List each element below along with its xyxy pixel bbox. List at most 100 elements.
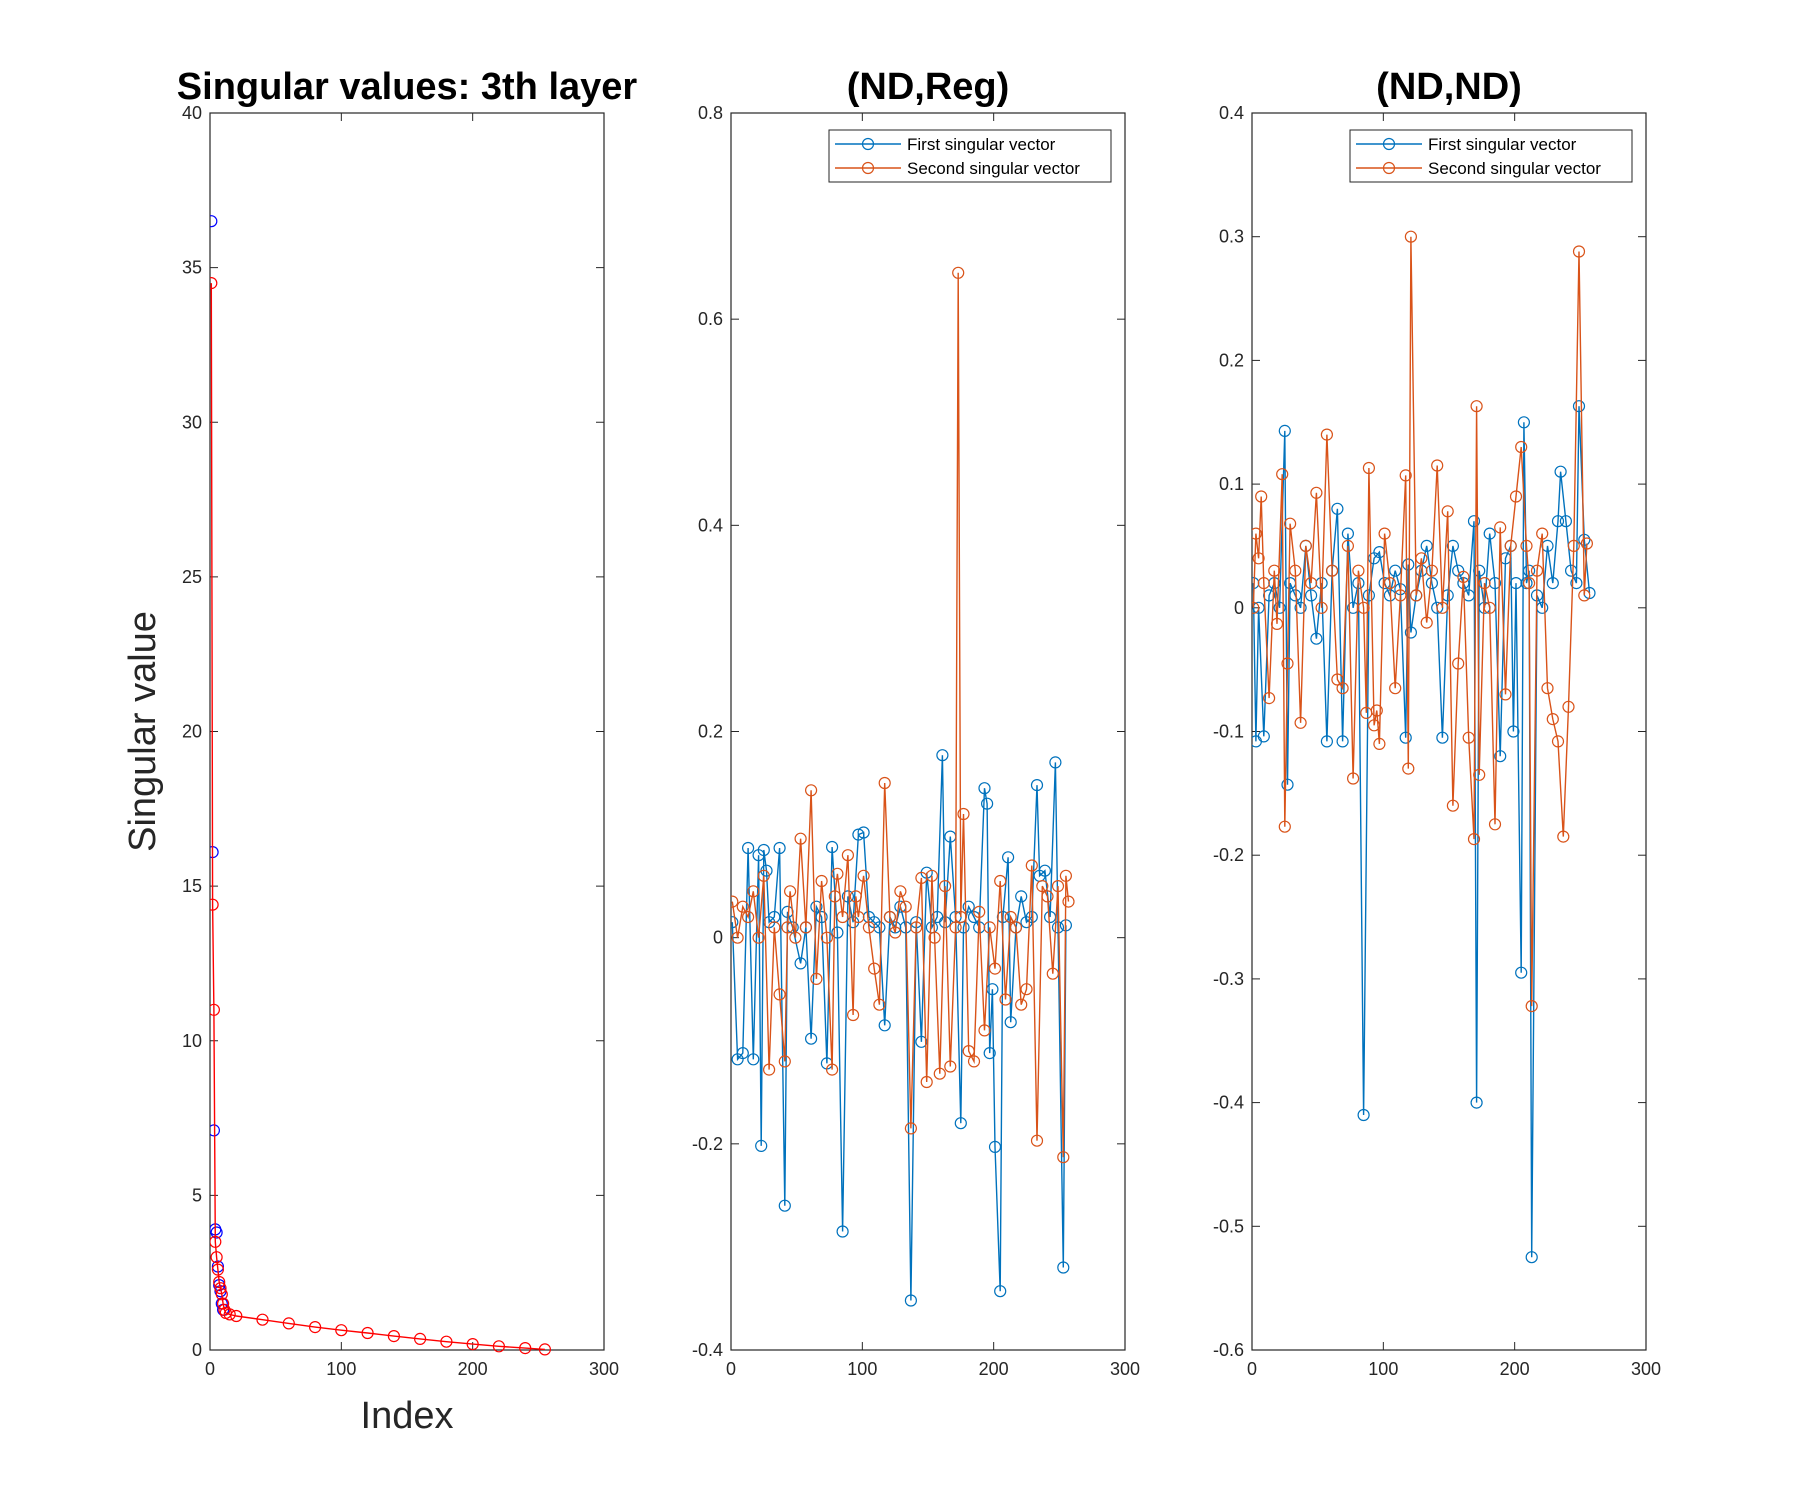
data-point (1294, 601, 1307, 614)
plot-area (1252, 230, 1596, 1264)
x-tick-label: 300 (1631, 1359, 1661, 1379)
data-point (741, 841, 755, 855)
data-point (1554, 465, 1567, 478)
legend-label: Second singular vector (907, 159, 1080, 178)
chart-title: (ND,Reg) (847, 66, 1010, 108)
y-tick-label: 0 (713, 928, 723, 948)
x-tick-label: 200 (1500, 1359, 1530, 1379)
data-point (731, 931, 744, 944)
legend-label: Second singular vector (1428, 159, 1601, 178)
y-tick-label: -0.1 (1213, 722, 1244, 742)
data-point (768, 921, 781, 934)
y-tick-label: 20 (182, 722, 202, 742)
data-point (519, 1341, 532, 1355)
legend-label: First singular vector (907, 135, 1056, 154)
data-point (1252, 601, 1260, 614)
data-point (1457, 570, 1470, 584)
data-point (1015, 998, 1028, 1011)
data-point (794, 832, 807, 845)
data-point (466, 1337, 479, 1351)
data-point (1415, 552, 1428, 565)
data-point (831, 867, 844, 880)
data-point (878, 1019, 891, 1032)
data-point (1402, 558, 1415, 571)
data-point (1252, 552, 1265, 565)
x-tick-label: 100 (326, 1359, 356, 1379)
data-point (904, 1294, 918, 1307)
data-point (1494, 750, 1507, 763)
data-point (1289, 564, 1302, 577)
data-point (852, 828, 865, 841)
data-point (361, 1326, 374, 1340)
series-line (210, 283, 545, 1351)
data-point (994, 1285, 1007, 1298)
y-tick-label: -0.2 (692, 1134, 723, 1154)
data-point (1394, 589, 1407, 602)
x-tick-label: 100 (1368, 1359, 1398, 1379)
data-point (1051, 879, 1065, 893)
data-point (846, 1008, 860, 1022)
data-point (988, 1140, 1002, 1154)
data-point (857, 826, 870, 839)
data-point (1281, 778, 1294, 791)
data-point (1252, 601, 1265, 614)
data-point (944, 1060, 957, 1073)
data-point (1262, 691, 1276, 705)
data-point (1546, 712, 1559, 726)
data-point (1525, 999, 1538, 1013)
data-point (1410, 589, 1423, 602)
data-point (1580, 537, 1594, 550)
data-point (215, 1288, 228, 1301)
data-point (1262, 589, 1276, 602)
data-point (1273, 601, 1286, 614)
axes-box (730, 112, 1126, 1351)
data-point (815, 910, 828, 924)
x-tick-label: 100 (847, 1359, 877, 1379)
data-point (762, 1063, 776, 1076)
data-point (1572, 245, 1586, 258)
data-point (1564, 564, 1578, 577)
series-line (731, 272, 1070, 1158)
data-point (440, 1335, 453, 1348)
data-point (938, 916, 952, 929)
data-point (1557, 830, 1570, 843)
data-point (210, 1003, 220, 1016)
y-tick-label: -0.6 (1213, 1340, 1244, 1360)
data-point (1336, 735, 1349, 748)
data-point (773, 988, 786, 1001)
data-point (1030, 1134, 1044, 1147)
data-point (1520, 539, 1533, 553)
data-point (1425, 564, 1439, 577)
axes-box (209, 112, 605, 1351)
data-point (731, 916, 739, 929)
data-point (857, 869, 870, 882)
y-tick-label: 0.6 (698, 309, 723, 329)
data-point (1431, 459, 1444, 472)
data-point (1270, 617, 1284, 631)
data-point (1341, 539, 1355, 553)
data-point (836, 910, 849, 924)
data-point (1304, 589, 1318, 602)
data-point (1462, 589, 1475, 602)
data-point (1252, 527, 1262, 540)
data-point (831, 926, 844, 939)
plot-area (210, 215, 552, 1356)
data-point (894, 885, 907, 898)
data-point (1257, 576, 1270, 590)
data-point (852, 910, 865, 924)
data-point (1578, 533, 1591, 546)
data-point (849, 890, 862, 903)
data-point (1059, 869, 1073, 882)
data-point (210, 1235, 222, 1248)
series-line (1252, 236, 1588, 1007)
data-point (1373, 737, 1386, 751)
data-point (256, 1313, 269, 1326)
data-point (1331, 502, 1344, 515)
data-point (794, 957, 807, 970)
data-point (414, 1332, 427, 1346)
data-point (1362, 461, 1376, 475)
data-point (1517, 416, 1531, 429)
y-tick-label: -0.3 (1213, 969, 1244, 989)
data-point (1255, 490, 1268, 503)
data-point (1515, 440, 1528, 454)
